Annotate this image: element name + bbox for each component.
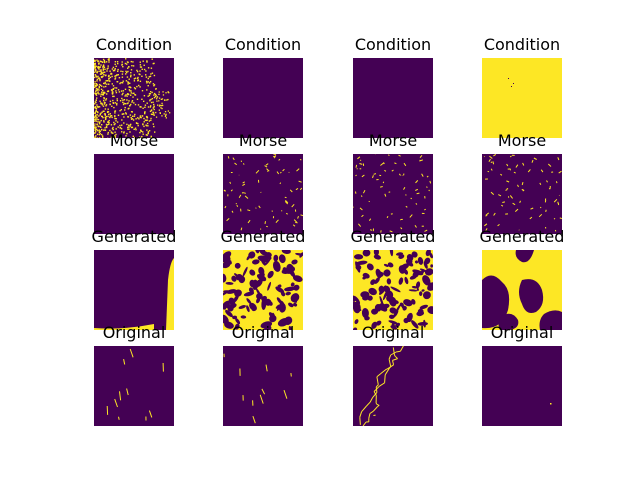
panel-title: Generated: [91, 227, 177, 246]
panel-title: Condition: [354, 35, 432, 54]
panel-title: Original: [361, 323, 425, 342]
panel-image: [223, 346, 303, 426]
panel-image: [223, 58, 303, 138]
panel-title: Generated: [479, 227, 565, 246]
panel-title: Original: [490, 323, 554, 342]
image-panel: [482, 250, 562, 330]
image-panel: [353, 346, 433, 426]
panel-image: [482, 346, 562, 426]
image-panel: [482, 346, 562, 426]
panel-image: [353, 58, 433, 138]
panel-title: Generated: [220, 227, 306, 246]
panel-title: Condition: [224, 35, 302, 54]
panel-title: Morse: [238, 131, 288, 150]
image-panel: [94, 154, 174, 234]
panel-title: Generated: [350, 227, 436, 246]
panel-title: Morse: [109, 131, 159, 150]
image-panel: [353, 58, 433, 138]
image-panel: [94, 346, 174, 426]
panel-image: [223, 154, 303, 234]
panel-title: Condition: [483, 35, 561, 54]
panel-title: Morse: [497, 131, 547, 150]
panel-image: [94, 346, 174, 426]
panel-title: Original: [231, 323, 295, 342]
image-panel: [94, 58, 174, 138]
image-panel: [482, 154, 562, 234]
panel-title: Condition: [95, 35, 173, 54]
panel-image: [353, 154, 433, 234]
panel-image: [94, 154, 174, 234]
panel-image: [94, 58, 174, 138]
panel-image: [353, 346, 433, 426]
image-panel: [353, 250, 433, 330]
panel-title: Morse: [368, 131, 418, 150]
image-panel: [223, 346, 303, 426]
panel-image: [482, 154, 562, 234]
image-panel: [223, 58, 303, 138]
panel-image: [482, 58, 562, 138]
panel-image: [94, 250, 174, 330]
image-panel: [353, 154, 433, 234]
image-panel: [223, 154, 303, 234]
image-panel: [482, 58, 562, 138]
panel-image: [353, 250, 433, 330]
panel-image: [482, 250, 562, 330]
panel-title: Original: [102, 323, 166, 342]
panel-image: [223, 250, 303, 330]
image-panel: [94, 250, 174, 330]
image-panel: [223, 250, 303, 330]
